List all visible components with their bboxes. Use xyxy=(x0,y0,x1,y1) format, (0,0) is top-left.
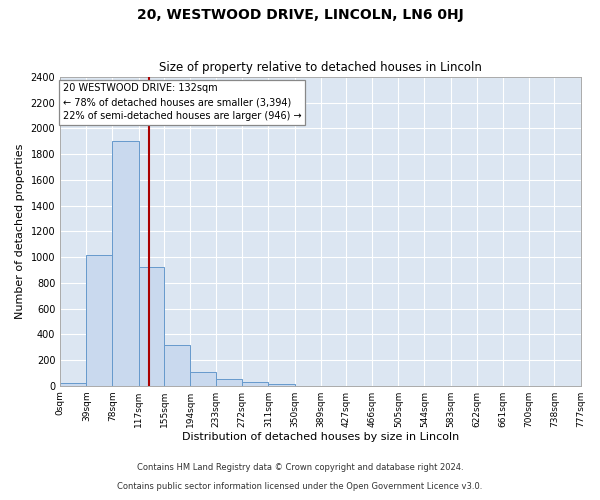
Title: Size of property relative to detached houses in Lincoln: Size of property relative to detached ho… xyxy=(159,62,482,74)
Bar xyxy=(112,142,139,386)
Bar xyxy=(139,268,164,386)
Bar xyxy=(190,372,216,386)
Bar xyxy=(164,344,190,386)
Y-axis label: Number of detached properties: Number of detached properties xyxy=(15,144,25,319)
Text: 20 WESTWOOD DRIVE: 132sqm
← 78% of detached houses are smaller (3,394)
22% of se: 20 WESTWOOD DRIVE: 132sqm ← 78% of detac… xyxy=(63,84,301,122)
Bar xyxy=(216,380,242,386)
Bar xyxy=(60,383,86,386)
X-axis label: Distribution of detached houses by size in Lincoln: Distribution of detached houses by size … xyxy=(182,432,459,442)
Text: 20, WESTWOOD DRIVE, LINCOLN, LN6 0HJ: 20, WESTWOOD DRIVE, LINCOLN, LN6 0HJ xyxy=(137,8,463,22)
Bar xyxy=(86,254,112,386)
Bar xyxy=(242,382,268,386)
Text: Contains public sector information licensed under the Open Government Licence v3: Contains public sector information licen… xyxy=(118,482,482,491)
Text: Contains HM Land Registry data © Crown copyright and database right 2024.: Contains HM Land Registry data © Crown c… xyxy=(137,464,463,472)
Bar xyxy=(268,384,295,386)
